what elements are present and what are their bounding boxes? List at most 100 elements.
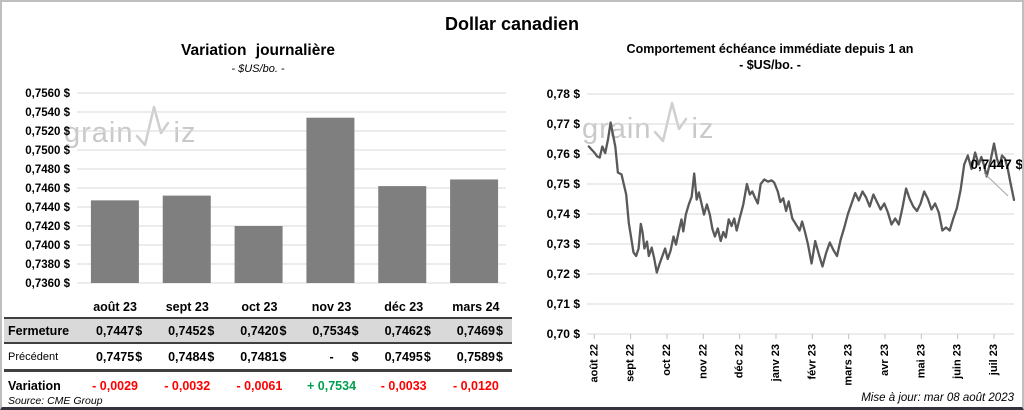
column-header [4, 296, 79, 318]
last-price-annotation: 0,7447 $ [970, 157, 1023, 172]
y-tick-label: 0,7500 $ [25, 145, 70, 157]
table-header-row: août 23 sept 23 oct 23 nov 23 déc 23 mars 24 [4, 296, 512, 318]
bar-sept-23 [162, 195, 211, 283]
y-tick-label: 0,70 $ [547, 327, 581, 341]
fermeture-cell: 0,7452 $ [151, 318, 223, 343]
price-table: août 23 sept 23 oct 23 nov 23 déc 23 mars 24 F… [4, 296, 512, 399]
y-tick-label: 0,75 $ [547, 177, 581, 191]
bar-oct-23 [234, 226, 283, 283]
chart-spike-icon [135, 105, 169, 147]
x-tick-label: mai 23 [915, 344, 927, 378]
precedent-cell: 0,7484 $ [151, 343, 223, 371]
y-tick-label: 0,73 $ [547, 237, 581, 251]
currency-symbol: $ [279, 323, 287, 338]
x-tick-label: janv 23 [770, 344, 782, 382]
y-tick-label: 0,72 $ [547, 267, 581, 281]
price-value: - [329, 349, 334, 364]
table-row-variation: Variation - 0,0029 - 0,0032 - 0,0061 + 0,753… [4, 371, 512, 400]
precedent-cell: 0,7589 $ [440, 343, 512, 371]
watermark-text: grain [64, 117, 134, 149]
watermark-text: iz [691, 113, 715, 145]
fermeture-cell: 0,7447 $ [79, 318, 151, 343]
x-tick-label: déc 22 [734, 344, 746, 378]
precedent-cell: 0,7475 $ [79, 343, 151, 371]
y-tick-label: 0,71 $ [547, 297, 581, 311]
x-tick-label: mars 23 [843, 344, 855, 386]
grainwiz-watermark: grain iz [582, 100, 714, 144]
variation-cell: - 0,0029 [92, 378, 139, 393]
y-tick-label: 0,77 $ [547, 117, 581, 131]
grainwiz-watermark: grain iz [64, 104, 196, 148]
y-tick-label: 0,7560 $ [25, 88, 70, 100]
line-chart-subtitle: - $US/bo. - [739, 58, 801, 72]
x-tick-label: sept 22 [625, 344, 637, 382]
bar-chart-header: Variation journalière - $US/bo. - [2, 42, 514, 75]
price-value: 0,7469 [456, 323, 495, 338]
price-value: 0,7475 [95, 349, 135, 364]
currency-symbol: $ [496, 349, 503, 364]
variation-cell: - 0,0061 [236, 378, 283, 393]
line-chart-header: Comportement échéance immédiate depuis 1… [514, 42, 1022, 72]
page-title: Dollar canadien [444, 14, 580, 34]
currency-symbol: $ [423, 349, 431, 364]
x-tick-label: juin 23 [952, 344, 964, 380]
row-label: Fermeture [8, 323, 70, 338]
one-year-line-chart: 0,70 $ 0,71 $ 0,72 $ 0,73 $ 0,74 $ 0,75 $ 0,76… [547, 87, 1023, 386]
currency-symbol: $ [496, 323, 503, 338]
fermeture-cell: 0,7462 $ [368, 318, 440, 343]
y-tick-label: 0,78 $ [547, 87, 581, 101]
y-tick-label: 0,7380 $ [25, 259, 70, 271]
y-tick-label: 0,7360 $ [25, 278, 70, 290]
currency-symbol: $ [351, 323, 359, 338]
watermark-text: grain [582, 113, 652, 145]
price-line-series [587, 121, 1016, 274]
line-chart-title: Comportement échéance immédiate depuis 1… [626, 42, 914, 56]
price-value: 0,7495 [384, 349, 423, 364]
bar-août-23 [90, 200, 139, 283]
variation-cell: - 0,0033 [380, 378, 427, 393]
y-tick-label: 0,7440 $ [25, 202, 70, 214]
price-value: 0,7481 [240, 349, 279, 364]
bar-mars-24 [450, 179, 499, 283]
column-header: nov 23 [311, 299, 352, 314]
column-header: août 23 [93, 299, 137, 314]
x-tick-label: août 22 [588, 344, 600, 383]
table-row-precedent: Précédent 0,7475 $0,7484 $0,7481 $ - $0,7495 $0… [4, 343, 512, 371]
fermeture-cell: 0,7420 $ [223, 318, 295, 343]
bar-déc-23 [378, 186, 427, 283]
bar-nov-23 [306, 117, 355, 283]
currency-symbol: $ [279, 349, 287, 364]
variation-cell: + 0,7534 [307, 378, 357, 393]
y-tick-label: 0,7420 $ [25, 221, 70, 233]
price-value: 0,7484 [168, 349, 207, 364]
column-header: déc 23 [384, 299, 424, 314]
x-tick-label: avr 23 [879, 344, 891, 376]
y-tick-label: 0,7460 $ [25, 183, 70, 195]
x-tick-label: nov 22 [697, 344, 709, 379]
fermeture-cell: 0,7469 $ [440, 318, 512, 343]
currency-symbol: $ [135, 323, 143, 338]
price-value: 0,7462 [384, 323, 423, 338]
currency-symbol: $ [351, 349, 359, 364]
precedent-cell: - $ [295, 343, 367, 371]
y-tick-label: 0,7480 $ [25, 164, 70, 176]
variation-cell: - 0,0120 [452, 378, 499, 393]
currency-symbol: $ [207, 349, 215, 364]
table-row-fermeture: Fermeture 0,7447 $0,7452 $0,7420 $0,7534 $0,7… [4, 318, 512, 343]
price-value: 0,7534 [312, 323, 351, 338]
price-value: 0,7452 [168, 323, 207, 338]
column-header: mars 24 [452, 299, 500, 314]
column-header: sept 23 [165, 299, 209, 314]
y-tick-label: 0,76 $ [547, 147, 581, 161]
x-tick-label: févr 23 [806, 344, 818, 379]
precedent-cell: 0,7481 $ [223, 343, 295, 371]
source-label: Source: CME Group [8, 395, 103, 407]
watermark-text: iz [173, 117, 197, 149]
price-value: 0,7589 [456, 349, 495, 364]
updated-label: Mise à jour: mar 08 août 2023 [861, 392, 1014, 404]
chart-spike-icon [653, 101, 687, 143]
row-label: Précédent [8, 350, 59, 363]
bar-chart-subtitle: - $US/bo. - [231, 63, 285, 75]
price-value: 0,7420 [240, 323, 279, 338]
